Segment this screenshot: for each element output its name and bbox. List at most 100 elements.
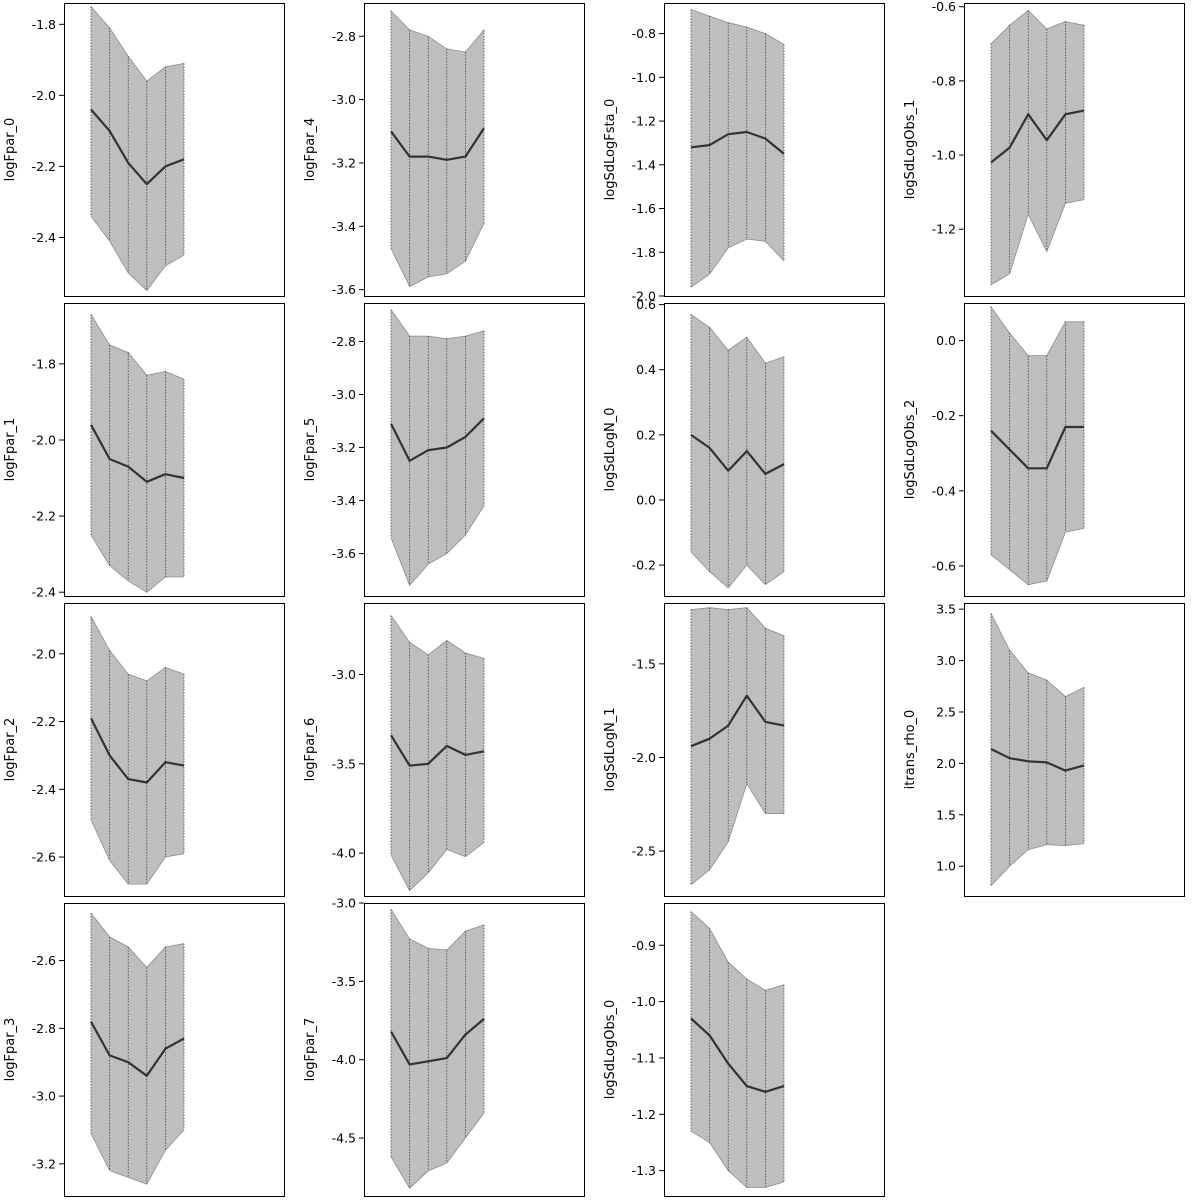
band-lower-edge — [390, 505, 485, 587]
panel-frame — [664, 3, 885, 297]
median-line — [390, 734, 485, 767]
y-tick-label: 2.0 — [936, 756, 956, 771]
median-line — [990, 748, 1085, 772]
band-lower-edge — [90, 534, 184, 593]
band-lower-edge — [690, 782, 784, 886]
y-tick-label: -4.0 — [332, 846, 356, 861]
band-upper-edge — [90, 314, 185, 380]
y-tick-label: -3.6 — [332, 282, 356, 297]
y-tick-label: -0.2 — [932, 408, 956, 423]
median-line — [690, 1017, 785, 1093]
panel-logSdLogObs_1: -1.2 -1.0 -0.8 -0.6 logSdLogObs_1 — [903, 0, 1185, 297]
y-tick-label: -2.0 — [32, 88, 56, 103]
y-axis-label: logFpar_3 — [3, 1018, 18, 1082]
y-tick-label: -0.8 — [632, 26, 656, 41]
band-upper-edge — [390, 615, 485, 659]
y-tick-label: -2.0 — [632, 750, 656, 765]
credible-band — [391, 309, 484, 586]
y-tick-label: -3.5 — [332, 974, 356, 989]
credible-band — [991, 10, 1084, 285]
y-tick-label: -2.2 — [32, 714, 56, 729]
band-upper-edge — [990, 613, 1085, 698]
y-tick-label: 1.0 — [936, 859, 956, 874]
y-tick-label: -1.1 — [632, 1050, 656, 1065]
y-tick-label: 0.4 — [636, 362, 656, 377]
y-axis-label: logFpar_1 — [3, 418, 18, 482]
y-tick-label: -1.0 — [632, 70, 656, 85]
y-tick-label: 3.5 — [936, 602, 956, 617]
y-tick-label: -2.4 — [32, 585, 56, 600]
y-tick-label: -1.6 — [632, 201, 656, 216]
median-line — [390, 1018, 485, 1066]
panel-logFpar_1: -2.4 -2.2 -2.0 -1.8 logFpar_1 — [3, 303, 285, 600]
y-axis-label: logSdLogObs_1 — [903, 100, 918, 200]
y-tick-label: -0.4 — [932, 483, 956, 498]
y-tick-label: -1.2 — [632, 114, 656, 129]
y-axis-label: logSdLogFsta_0 — [603, 99, 618, 201]
y-tick-label: 2.5 — [936, 704, 956, 719]
y-tick-label: -4.5 — [332, 1131, 356, 1146]
panel-frame — [964, 603, 1185, 897]
median-line — [90, 424, 185, 483]
y-tick-label: 0.2 — [636, 427, 656, 442]
y-tick-label: -0.2 — [632, 558, 656, 573]
median-line — [90, 717, 185, 784]
credible-band — [991, 613, 1084, 886]
band-upper-edge — [90, 6, 185, 82]
band-upper-edge — [390, 10, 485, 53]
y-tick-label: -1.8 — [32, 356, 56, 371]
y-tick-label: -2.0 — [32, 432, 56, 447]
y-tick-label: -3.0 — [332, 896, 356, 911]
panel-frame — [64, 303, 285, 597]
band-lower-edge — [390, 1112, 485, 1189]
y-tick-label: -3.4 — [332, 493, 356, 508]
panel-frame — [964, 303, 1185, 597]
y-tick-label: -1.3 — [632, 1163, 656, 1178]
y-axis-label: logFpar_7 — [303, 1018, 318, 1082]
y-tick-label: -2.4 — [32, 230, 56, 245]
band-upper-edge — [990, 9, 1085, 45]
credible-band — [691, 607, 784, 885]
band-upper-edge — [390, 309, 485, 340]
median-line — [690, 694, 785, 748]
panel-logSdLogN_0: -0.2 0.0 0.2 0.4 0.6 logSdLogN_0 — [603, 297, 885, 597]
y-tick-label: -1.8 — [632, 245, 656, 260]
y-axis-label: itrans_rho_0 — [903, 710, 918, 790]
y-tick-label: -3.0 — [332, 92, 356, 107]
y-axis-label: logFpar_6 — [303, 718, 318, 782]
y-tick-label: -3.0 — [32, 1089, 56, 1104]
y-tick-label: -1.2 — [632, 1107, 656, 1122]
y-axis-label: logFpar_4 — [303, 118, 318, 182]
band-lower-edge — [90, 215, 185, 292]
panel-logFpar_6: -4.0 -3.5 -3.0 logFpar_6 — [303, 603, 585, 897]
credible-band — [91, 913, 184, 1185]
y-tick-label: -3.0 — [332, 667, 356, 682]
y-axis-label: logSdLogN_1 — [603, 707, 618, 791]
band-lower-edge — [90, 819, 185, 885]
y-tick-label: -3.4 — [332, 219, 356, 234]
y-tick-label: -3.2 — [332, 155, 356, 170]
y-tick-label: -0.6 — [932, 0, 956, 14]
y-tick-label: -1.8 — [32, 17, 56, 32]
y-tick-label: -4.0 — [332, 1052, 356, 1067]
band-lower-edge — [690, 551, 785, 589]
y-tick-label: -1.4 — [632, 157, 656, 172]
panel-frame — [64, 903, 285, 1197]
y-tick-label: 0.0 — [636, 492, 656, 507]
y-axis-label: logSdLogN_0 — [603, 407, 618, 491]
panel-logFpar_3: -3.2 -3.0 -2.8 -2.6 logFpar_3 — [3, 903, 285, 1197]
panel-logSdLogObs_2: -0.6 -0.4 -0.2 0.0 logSdLogObs_2 — [903, 303, 1185, 597]
median-line — [690, 130, 785, 155]
y-axis-label: logSdLogObs_2 — [903, 400, 918, 500]
panel-logFpar_0: -2.4 -2.2 -2.0 -1.8 logFpar_0 — [3, 3, 285, 297]
credible-band — [691, 911, 784, 1188]
y-tick-label: -3.2 — [332, 440, 356, 455]
panel-logFpar_2: -2.6 -2.4 -2.2 -2.0 logFpar_2 — [3, 603, 285, 897]
panel-frame — [364, 603, 585, 897]
y-tick-label: -2.8 — [32, 1021, 56, 1036]
y-axis-label: logFpar_0 — [3, 118, 18, 182]
panel-logSdLogObs_0: -1.3 -1.2 -1.1 -1.0 -0.9 logSdLogObs_0 — [603, 903, 885, 1197]
y-tick-label: -2.2 — [32, 159, 56, 174]
band-lower-edge — [390, 222, 485, 288]
y-tick-label: -2.6 — [32, 953, 56, 968]
